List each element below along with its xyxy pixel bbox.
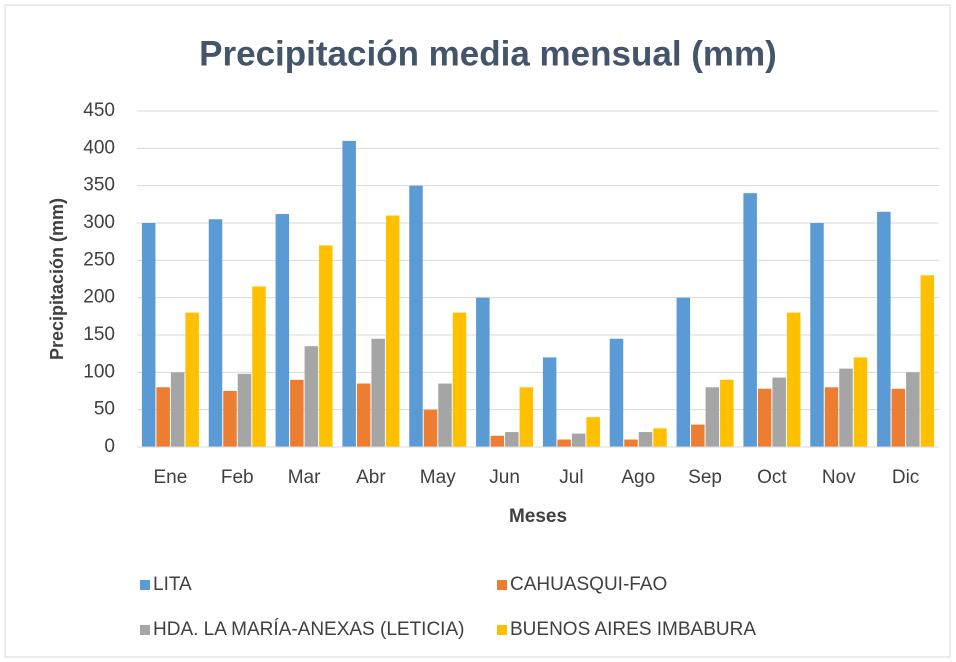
x-tick-label: Dic — [892, 467, 919, 488]
y-tick-label: 250 — [83, 249, 115, 270]
x-tick-label: Oct — [757, 467, 787, 488]
bar — [920, 275, 935, 447]
y-tick-label: 200 — [83, 287, 115, 308]
x-tick-label: Jun — [489, 467, 520, 488]
bar — [319, 245, 333, 447]
bar — [906, 372, 920, 447]
y-tick-label: 50 — [94, 399, 115, 420]
bar — [356, 383, 371, 447]
bar — [208, 219, 223, 447]
bar — [237, 373, 252, 447]
bar — [772, 377, 786, 447]
bar — [223, 391, 237, 447]
bar — [252, 286, 266, 447]
y-tick-label: 350 — [83, 175, 115, 196]
bar — [839, 368, 853, 447]
bar — [156, 387, 170, 447]
legend-label: HDA. LA MARÍA-ANEXAS (LETICIA) — [153, 619, 464, 640]
bar — [877, 211, 891, 447]
x-tick-label: Nov — [822, 467, 856, 488]
legend-swatch — [140, 625, 150, 635]
bar — [586, 417, 600, 447]
bar — [452, 312, 467, 447]
bar — [571, 433, 586, 447]
x-tick-label: Sep — [688, 467, 722, 488]
bar — [290, 379, 304, 447]
y-tick-label: 100 — [83, 361, 115, 382]
y-tick-label: 150 — [83, 324, 115, 345]
x-tick-label: May — [420, 467, 456, 488]
x-tick-label: Abr — [356, 467, 386, 488]
y-tick-label: 0 — [104, 436, 115, 457]
bar — [304, 346, 319, 447]
bar — [423, 409, 438, 447]
bar — [609, 338, 624, 447]
legend-label: LITA — [153, 574, 192, 595]
bar — [409, 185, 423, 447]
y-tick-label: 300 — [83, 212, 115, 233]
bar — [720, 379, 734, 447]
bar — [691, 424, 705, 447]
x-axis-title: Meses — [509, 506, 567, 527]
bar — [638, 432, 653, 447]
bar — [853, 357, 868, 447]
x-tick-label: Ago — [621, 467, 655, 488]
bar — [490, 435, 505, 447]
bar — [342, 140, 356, 447]
bar — [141, 223, 156, 447]
bar — [170, 372, 185, 447]
bar — [275, 214, 290, 447]
legend-swatch — [497, 625, 507, 635]
bar — [505, 432, 519, 447]
y-tick-label: 400 — [83, 137, 115, 158]
bar — [891, 388, 906, 447]
x-tick-label: Ene — [154, 467, 188, 488]
bar — [653, 428, 667, 447]
bar — [438, 383, 452, 447]
legend-label: CAHUASQUI-FAO — [510, 574, 667, 595]
bar — [371, 338, 385, 447]
bar — [824, 387, 839, 447]
bar — [185, 312, 199, 447]
x-tick-label: Mar — [288, 467, 321, 488]
bar — [743, 193, 757, 447]
bar — [557, 439, 571, 447]
bar — [786, 312, 801, 447]
y-axis-title: Precipitación (mm) — [47, 198, 67, 360]
legend-swatch — [140, 580, 150, 590]
legend-swatch — [497, 580, 507, 590]
bar — [385, 215, 400, 447]
bar — [542, 357, 557, 447]
bar — [624, 439, 638, 447]
bar — [757, 388, 772, 447]
bar — [705, 387, 720, 447]
legend-label: BUENOS AIRES IMBABURA — [510, 619, 756, 640]
chart-title: Precipitación media mensual (mm) — [199, 34, 777, 73]
bar — [519, 387, 534, 447]
x-tick-label: Feb — [221, 467, 254, 488]
bar — [676, 297, 691, 447]
bar — [810, 223, 824, 447]
y-tick-label: 450 — [83, 100, 115, 121]
x-tick-label: Jul — [559, 467, 583, 488]
bar — [476, 297, 490, 447]
